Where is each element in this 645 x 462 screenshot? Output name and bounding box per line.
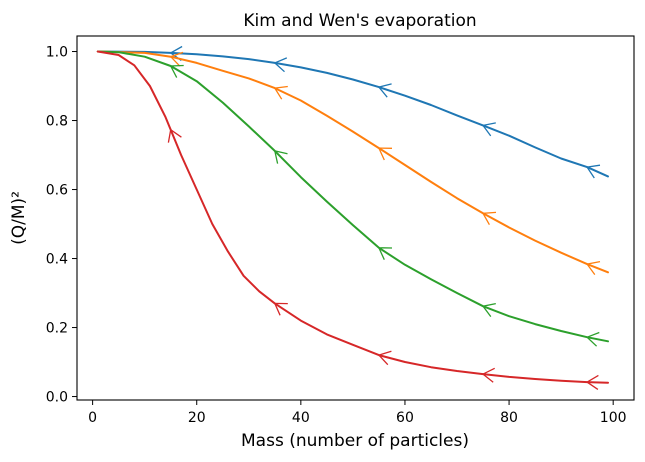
y-tick-label: 0.8 <box>46 114 68 130</box>
series-arrow-4 <box>377 350 392 366</box>
x-axis: 0 20 40 60 80 100 <box>88 400 627 426</box>
x-tick-label: 60 <box>396 410 414 426</box>
series-arrow-4 <box>167 128 182 143</box>
y-tick-label: 0.0 <box>46 390 68 406</box>
series-arrow-4 <box>273 302 288 316</box>
series-arrow-3 <box>585 331 600 347</box>
series-arrow-2 <box>169 51 184 67</box>
plot-series <box>96 45 609 390</box>
x-axis-label: Mass (number of particles) <box>241 431 469 451</box>
x-tick-label: 80 <box>500 410 518 426</box>
series-arrow-3 <box>169 64 184 78</box>
x-tick-label: 20 <box>188 410 206 426</box>
series-arrow-2 <box>273 85 288 100</box>
series-line-1 <box>96 50 609 178</box>
series-arrow-3 <box>273 150 288 164</box>
series-arrow-3 <box>481 302 496 317</box>
y-tick-label: 0.2 <box>46 321 68 337</box>
series-line-2 <box>96 50 609 274</box>
plot-frame <box>76 35 635 401</box>
y-axis-label: (Q/M)² <box>9 191 29 245</box>
series-arrow-4 <box>585 374 599 390</box>
series-arrow-1 <box>377 83 392 98</box>
series-arrow-1 <box>481 122 496 137</box>
y-tick-label: 0.6 <box>46 183 68 199</box>
series-arrow-1 <box>273 57 288 73</box>
series-line-3 <box>96 50 609 343</box>
x-tick-label: 0 <box>88 410 97 426</box>
series-arrow-1 <box>585 164 601 179</box>
series-arrow-2 <box>481 211 497 226</box>
y-tick-label: 1.0 <box>46 45 68 61</box>
series-line-4 <box>96 50 609 384</box>
y-tick-label: 0.4 <box>46 252 68 268</box>
series-arrow-2 <box>585 260 601 275</box>
chart-title: Kim and Wen's evaporation <box>243 11 476 31</box>
series-arrow-2 <box>377 147 393 161</box>
x-tick-label: 100 <box>600 410 627 426</box>
x-tick-label: 40 <box>292 410 310 426</box>
series-arrow-4 <box>481 367 495 383</box>
y-axis: 0.0 0.2 0.4 0.6 0.8 1.0 <box>46 45 77 406</box>
series-arrow-3 <box>377 247 393 260</box>
